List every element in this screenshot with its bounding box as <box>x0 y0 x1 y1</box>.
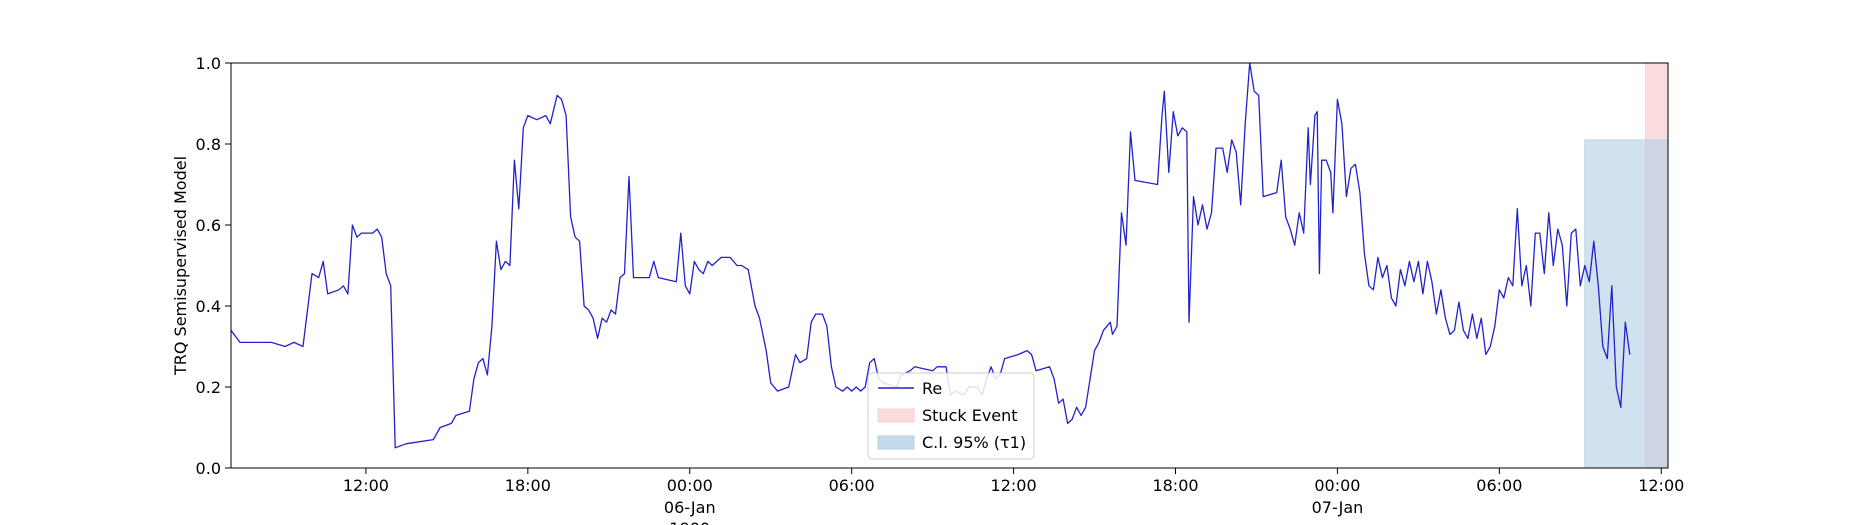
shaded-region-confidence-interval <box>1584 139 1669 469</box>
y-tick-label: 0.0 <box>196 459 221 478</box>
x-tick-label: 00:00 <box>667 476 713 495</box>
x-tick-sublabel: 06-Jan <box>664 498 716 517</box>
legend-swatch-confidence-interval <box>877 435 915 450</box>
x-tick-label: 06:00 <box>829 476 875 495</box>
x-tick-label: 00:00 <box>1314 476 1360 495</box>
legend-label: Re <box>922 379 942 398</box>
y-tick-label: 0.6 <box>196 216 221 235</box>
y-tick-label: 0.8 <box>196 135 221 154</box>
x-tick-label: 18:00 <box>1152 476 1198 495</box>
x-tick-label: 12:00 <box>343 476 389 495</box>
y-tick-label: 1.0 <box>196 54 221 73</box>
y-axis: 0.0 0.2 0.4 0.6 0.8 1.0 <box>196 54 231 478</box>
legend-swatch-stuck-event <box>877 408 915 423</box>
legend: Re Stuck Event C.I. 95% (τ1) <box>867 372 1035 460</box>
plot-frame <box>230 62 1669 469</box>
legend-label: C.I. 95% (τ1) <box>922 433 1026 452</box>
y-tick-label: 0.2 <box>196 378 221 397</box>
x-tick-label: 06:00 <box>1476 476 1522 495</box>
y-axis-label: TRQ Semisupervised Model <box>171 156 190 376</box>
x-tick-sublabel: 07-Jan <box>1312 498 1364 517</box>
legend-label: Stuck Event <box>922 406 1018 425</box>
x-tick-label: 12:00 <box>991 476 1037 495</box>
y-tick-label: 0.4 <box>196 297 221 316</box>
series-layer <box>230 62 1631 449</box>
x-tick-sublabel: 1900 <box>669 519 710 525</box>
x-tick-label: 12:00 <box>1638 476 1684 495</box>
x-axis: 12:00 18:00 00:00 06-Jan 1900 06:00 12:00 18:00… <box>343 468 1684 525</box>
series-line-re <box>230 62 1631 449</box>
x-tick-label: 18:00 <box>505 476 551 495</box>
